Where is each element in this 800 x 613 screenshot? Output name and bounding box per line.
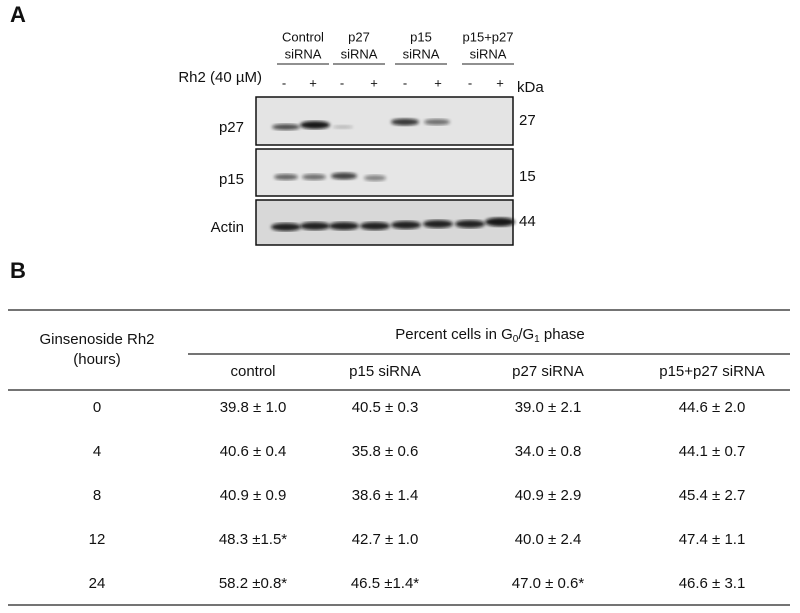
lane-sign: + bbox=[370, 75, 378, 90]
blots bbox=[255, 96, 515, 246]
blot-size: 44 bbox=[519, 213, 536, 230]
lane-sign: + bbox=[496, 75, 504, 90]
table-cell: 12 bbox=[89, 531, 106, 548]
table-cell: 0 bbox=[93, 399, 101, 416]
table-cell: 40.9 ± 2.9 bbox=[515, 487, 582, 504]
table-cell: 40.0 ± 2.4 bbox=[515, 531, 582, 548]
lane-sign: - bbox=[403, 75, 407, 90]
group-label: p15 bbox=[410, 29, 432, 44]
table-cell: 8 bbox=[93, 487, 101, 504]
table-cell: 39.0 ± 2.1 bbox=[515, 399, 582, 416]
lane-sign: - bbox=[468, 75, 472, 90]
blot-p15 bbox=[255, 148, 514, 197]
title-part: 1 bbox=[534, 334, 540, 345]
column-header: p15 siRNA bbox=[349, 363, 421, 380]
table-cell: 58.2 ±0.8* bbox=[219, 575, 287, 592]
title-part: /G bbox=[518, 326, 534, 343]
blot-size: 15 bbox=[519, 168, 536, 185]
title-part: Percent cells in G bbox=[395, 326, 513, 343]
table-cell: 47.0 ± 0.6* bbox=[512, 575, 585, 592]
table-cell: 24 bbox=[89, 575, 106, 592]
blot-label: p15 bbox=[219, 171, 244, 188]
table-cell: 4 bbox=[93, 443, 101, 460]
table-cell: 45.4 ± 2.7 bbox=[679, 487, 746, 504]
column-header: p15+p27 siRNA bbox=[659, 363, 764, 380]
panel-label: B bbox=[10, 258, 26, 283]
title-part: 0 bbox=[513, 334, 519, 345]
group-label: p15+p27 bbox=[463, 29, 514, 44]
table-cell: 46.6 ± 3.1 bbox=[679, 575, 746, 592]
column-header: p27 siRNA bbox=[512, 363, 584, 380]
panel-label: A bbox=[10, 2, 26, 27]
row-header: (hours) bbox=[73, 351, 121, 368]
table-cell: 42.7 ± 1.0 bbox=[352, 531, 419, 548]
lane-sign: + bbox=[309, 75, 317, 90]
table-cell: 38.6 ± 1.4 bbox=[352, 487, 419, 504]
table-title: Percent cells in G0/G1 phase bbox=[395, 326, 585, 345]
table-cell: 44.6 ± 2.0 bbox=[679, 399, 746, 416]
table-cell: 40.9 ± 0.9 bbox=[220, 487, 287, 504]
bands bbox=[271, 118, 515, 231]
group-label: siRNA bbox=[403, 46, 440, 61]
group-label: siRNA bbox=[285, 46, 322, 61]
blot-p27 bbox=[255, 96, 514, 146]
unit-label: kDa bbox=[517, 79, 544, 96]
blot-size: 27 bbox=[519, 112, 536, 129]
table-cell: 47.4 ± 1.1 bbox=[679, 531, 746, 548]
lane-sign: - bbox=[340, 75, 344, 90]
blot-label: Actin bbox=[211, 219, 244, 236]
group-label: p27 bbox=[348, 29, 370, 44]
table-cell: 35.8 ± 0.6 bbox=[352, 443, 419, 460]
table-cell: 40.5 ± 0.3 bbox=[352, 399, 419, 416]
title-part: phase bbox=[540, 326, 585, 343]
group-label: Control bbox=[282, 29, 324, 44]
row-header: Ginsenoside Rh2 bbox=[39, 331, 154, 348]
table-cell: 39.8 ± 1.0 bbox=[220, 399, 287, 416]
lane-sign: + bbox=[434, 75, 442, 90]
blot-label: p27 bbox=[219, 119, 244, 136]
table-cell: 46.5 ±1.4* bbox=[351, 575, 419, 592]
table-cell: 44.1 ± 0.7 bbox=[679, 443, 746, 460]
group-label: siRNA bbox=[470, 46, 507, 61]
treatment-label: Rh2 (40 µM) bbox=[178, 69, 262, 86]
column-header: control bbox=[230, 363, 275, 380]
table-cell: 48.3 ±1.5* bbox=[219, 531, 287, 548]
lane-sign: - bbox=[282, 75, 286, 90]
table-cell: 40.6 ± 0.4 bbox=[220, 443, 287, 460]
table-cell: 34.0 ± 0.8 bbox=[515, 443, 582, 460]
group-label: siRNA bbox=[341, 46, 378, 61]
